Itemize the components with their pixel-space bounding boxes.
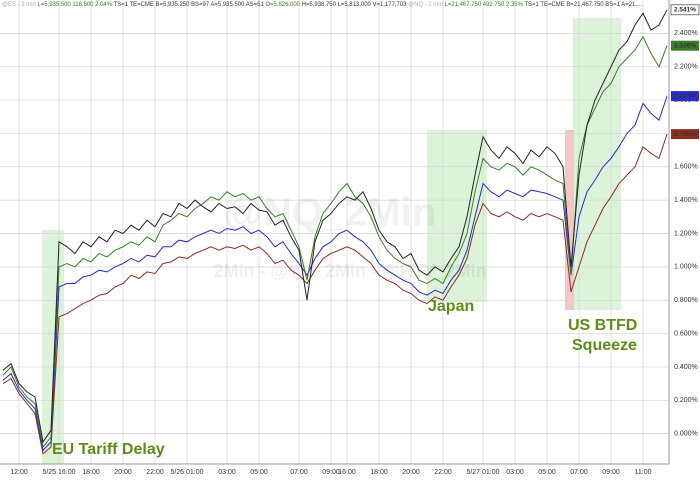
y-tick-label: 0.800% xyxy=(674,297,698,304)
highlight-zone xyxy=(565,130,574,310)
header-item: @NQ - 2 min xyxy=(408,2,443,8)
x-tick-label: 07:00 xyxy=(290,469,308,476)
series-line xyxy=(2,9,668,444)
series-line xyxy=(2,35,668,449)
y-tick-label: 1.600% xyxy=(674,164,698,171)
header-item: A=21,... xyxy=(621,2,642,8)
value-tag-box xyxy=(671,40,699,51)
y-tick-label: 1.000% xyxy=(674,264,698,271)
header-item: 492.750 xyxy=(483,2,505,8)
header-item: TS=1 xyxy=(114,2,129,8)
x-tick-label: 16:00 xyxy=(338,469,356,476)
annotation: EU Tariff Delay xyxy=(52,441,165,458)
grid xyxy=(0,0,669,464)
header-item: @ES - 2 min xyxy=(2,2,36,8)
x-tick-label: 07:00 xyxy=(570,469,588,476)
x-tick-label: 09:00 xyxy=(602,469,620,476)
watermark: 2Min - @YM_2Min - @RTY_2Min xyxy=(213,261,486,281)
x-tick-label: 20:00 xyxy=(402,469,420,476)
value-tag: 1.796% xyxy=(674,131,696,138)
y-tick-label: 1.200% xyxy=(674,230,698,237)
annotation: Japan xyxy=(428,298,474,315)
x-tick-label: 22:00 xyxy=(434,469,452,476)
x-tick-label: 03:00 xyxy=(506,469,524,476)
y-tick-label: 0.200% xyxy=(674,397,698,404)
header-item: L=5,813.000 xyxy=(338,2,372,8)
x-tick-label: 22:00 xyxy=(146,469,164,476)
value-tag: 2.541% xyxy=(674,7,696,14)
value-tag: 2.024% xyxy=(674,93,696,100)
watermark: @NQ_2Min xyxy=(224,191,436,235)
header-item: B=5,935.250 xyxy=(156,2,191,8)
header-item: AS=51 xyxy=(246,2,265,8)
x-tick-label: 20:00 xyxy=(114,469,132,476)
y-tick-label: 2.400% xyxy=(674,30,698,37)
lines xyxy=(2,9,668,455)
highlight-zone xyxy=(42,230,64,464)
header-item: 2.04% xyxy=(95,2,113,8)
header-item: TE=CME xyxy=(540,2,564,8)
x-tick-label: 5/26 01:00 xyxy=(170,469,203,476)
header-item: V=1,177,703 xyxy=(373,2,408,8)
x-tick-label: 5/25 16:00 xyxy=(42,469,75,476)
header-text: @ES - 2 min L=5,935.500 118.500 2.04% TS… xyxy=(2,2,642,8)
value-tag: 2.326% xyxy=(674,42,696,49)
x-tick-label: 18:00 xyxy=(370,469,388,476)
header: @ES - 2 min L=5,935.500 118.500 2.04% TS… xyxy=(2,2,642,8)
x-tick-label: 09:00 xyxy=(322,469,340,476)
x-tick-label: 11:00 xyxy=(635,469,652,476)
header-item: O=5,826.000 xyxy=(265,2,300,8)
x-tick-label: 05:00 xyxy=(538,469,556,476)
series-line xyxy=(2,95,668,452)
y-tick-label: 0.600% xyxy=(674,330,698,337)
x-tick-label: 05:00 xyxy=(250,469,268,476)
header-item: H=5,938.750 xyxy=(302,2,337,8)
header-item: BS=1 xyxy=(605,2,620,8)
header-item: TS=1 xyxy=(524,2,539,8)
annotation: US BTFD xyxy=(568,317,637,334)
y-tick-label: 0.000% xyxy=(674,430,698,437)
header-item: BS=97 xyxy=(191,2,210,8)
header-item: 118.500 xyxy=(72,2,94,8)
value-tag-box xyxy=(671,91,699,102)
y-tick-label: 1.400% xyxy=(674,197,698,204)
x-tick-label: 03:00 xyxy=(218,469,236,476)
y-tick-label: 2.200% xyxy=(674,64,698,71)
x-tick-label: 12:00 xyxy=(10,469,28,476)
x-tick-label: 18:00 xyxy=(82,469,100,476)
header-item: L=5,935.500 xyxy=(37,2,71,8)
header-item: B=21,467.750 xyxy=(566,2,604,8)
header-item: TE=CME xyxy=(130,2,154,8)
x-tick-label: 5/27 01:00 xyxy=(466,469,499,476)
header-item: L=21,467.750 xyxy=(445,2,482,8)
header-item: 2.35% xyxy=(506,2,524,8)
y-tick-label: 0.400% xyxy=(674,364,698,371)
annotation: Squeeze xyxy=(572,337,637,354)
value-tag-box xyxy=(671,129,699,140)
series-line xyxy=(2,133,668,455)
header-item: A=5,935.500 xyxy=(210,2,245,8)
value-tag-box xyxy=(670,4,700,16)
